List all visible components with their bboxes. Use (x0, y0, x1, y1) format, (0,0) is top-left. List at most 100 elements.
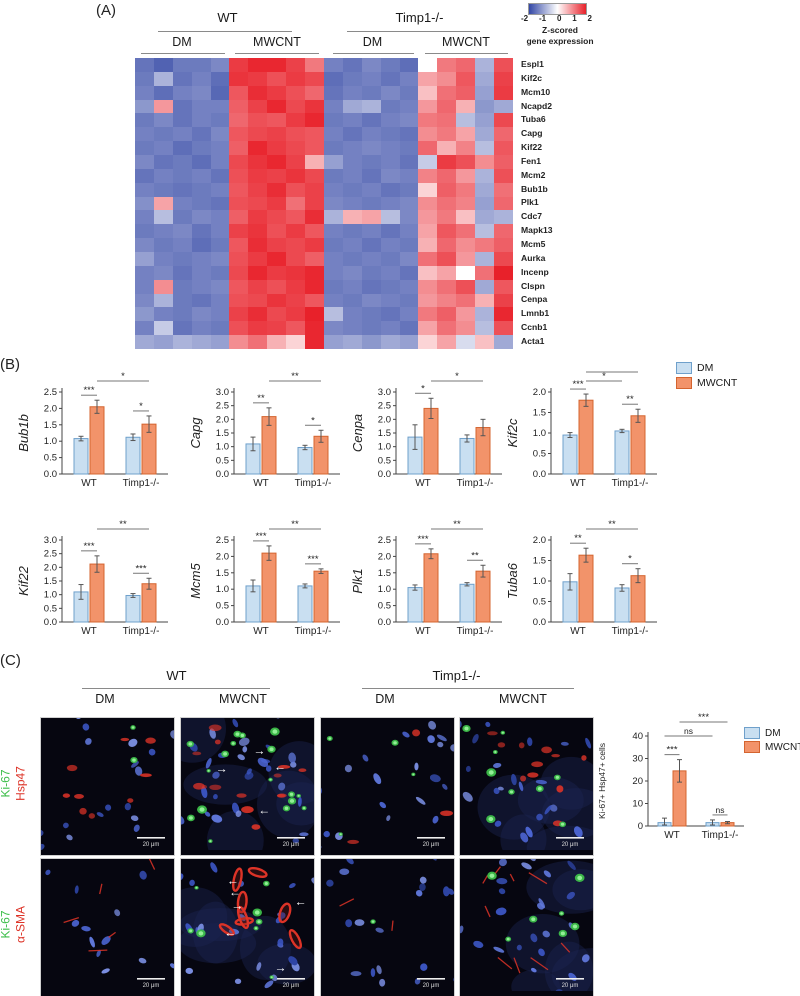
heatmap-cell (418, 99, 438, 114)
heatmap-cell (361, 168, 381, 183)
heatmap-treatment-mwcnt-wt: MWCNT (253, 35, 301, 49)
heatmap-cell (456, 141, 476, 155)
heatmap-cell (267, 238, 287, 252)
heatmap-cell (191, 141, 211, 155)
heatmap-cell (494, 99, 513, 114)
heatmap-cell (135, 265, 154, 280)
heatmap-cell (210, 307, 230, 322)
heatmap-cell (248, 168, 268, 183)
sig-annotations: ***** (570, 519, 638, 565)
x-labels: WT Timp1-/- (415, 626, 493, 637)
heatmap-cell (248, 58, 268, 72)
svg-text:Timp1-/-: Timp1-/- (702, 830, 739, 841)
heatmap-cell (172, 85, 192, 100)
heatmap-cell (418, 279, 438, 294)
heatmap-cell (135, 321, 154, 336)
svg-text:1.5: 1.5 (378, 568, 391, 579)
heatmap-cell (191, 238, 211, 252)
svg-text:1.5: 1.5 (533, 556, 546, 567)
svg-text:2.5: 2.5 (378, 535, 391, 546)
heatmap-cell (456, 58, 476, 72)
heatmap-cell (135, 279, 154, 294)
heatmap-gene-labels: Espl1 Kif2c Mcm10 Ncapd2 Tuba6 Capg Kif22 Fen1 M… (521, 58, 591, 349)
sig-annotations: ***** (253, 371, 321, 426)
heatmap-cell (153, 99, 173, 114)
heatmap-cell (380, 58, 400, 72)
heatmap-cell (267, 168, 287, 183)
heatmap-cell (418, 321, 438, 336)
panel-c-legend: DM MWCNT (744, 727, 800, 753)
heatmap-cell (399, 196, 419, 211)
heatmap-cell (494, 85, 513, 100)
heatmap-cell (494, 141, 513, 155)
heatmap-cell (342, 265, 362, 280)
heatmap-cell (153, 210, 173, 225)
heatmap-cell (361, 307, 381, 322)
heatmap-cell (399, 71, 419, 86)
heatmap-cell (342, 99, 362, 114)
heatmap-cell (399, 141, 419, 155)
heatmap-cell (267, 113, 287, 128)
heatmap-cell (248, 279, 268, 294)
scale-bar: 20 μm (277, 837, 305, 848)
heatmap-cell (456, 238, 476, 252)
heatmap-cell (248, 99, 268, 114)
svg-text:**: ** (291, 519, 299, 530)
heatmap-cell (286, 85, 306, 100)
micrograph-wt-dm-hsp47: 20 μm (19, 622, 215, 894)
heatmap-cell (172, 265, 192, 280)
mwcnt-bar (630, 415, 646, 475)
heatmap-cell (210, 127, 230, 142)
dm-bar (614, 587, 630, 623)
heatmap-cell (229, 224, 249, 239)
heatmap-cell (248, 251, 268, 266)
svg-text:←: ← (224, 926, 236, 940)
heatmap-cell (172, 141, 192, 155)
heatmap-cell (437, 307, 457, 322)
svg-text:2.0: 2.0 (533, 535, 546, 546)
heatmap-cell (494, 196, 513, 211)
svg-text:→: → (274, 960, 286, 974)
heatmap-cell (475, 99, 495, 114)
heatmap-cell (305, 238, 324, 252)
heatmap-cell (286, 99, 306, 114)
heatmap-cell (380, 182, 400, 197)
underline (141, 53, 225, 54)
heatmap-cell (267, 127, 287, 142)
heatmap-cell (135, 127, 154, 142)
sig-annotations: ***** (81, 371, 149, 412)
heatmap-cell (248, 182, 268, 197)
arrows-layer: →→←←←← (224, 874, 306, 975)
heatmap-cell (229, 307, 249, 322)
heatmap-cell (494, 265, 513, 280)
svg-text:→: → (253, 743, 265, 757)
svg-text:***: *** (417, 534, 428, 545)
svg-text:***: *** (307, 554, 318, 565)
legend-mwcnt-label: MWCNT (765, 741, 800, 753)
heatmap-cell (267, 71, 287, 86)
heatmap-cell (437, 168, 457, 183)
heatmap-cell (323, 99, 343, 114)
heatmap-cell (323, 321, 343, 336)
sig-annotations: ** (415, 371, 483, 394)
heatmap-cell (153, 321, 173, 336)
heatmap-cell (380, 113, 400, 128)
heatmap-cell (418, 182, 438, 197)
svg-text:40: 40 (632, 731, 643, 742)
heatmap-cell (437, 279, 457, 294)
heatmap-cell (135, 99, 154, 114)
heatmap-cell (248, 224, 268, 239)
dm-swatch (676, 362, 692, 374)
svg-text:3.0: 3.0 (44, 535, 57, 546)
heatmap-cell (286, 141, 306, 155)
heatmap-cell (456, 182, 476, 197)
gene-ylabel: Mcm5 (188, 563, 203, 599)
heatmap-cell (286, 307, 306, 322)
heatmap-cell (361, 335, 381, 349)
heatmap-cell (267, 58, 287, 72)
svg-text:1.5: 1.5 (216, 428, 229, 439)
svg-text:2.0: 2.0 (378, 551, 391, 562)
heatmap-cell (248, 238, 268, 252)
svg-text:0.0: 0.0 (44, 469, 57, 480)
